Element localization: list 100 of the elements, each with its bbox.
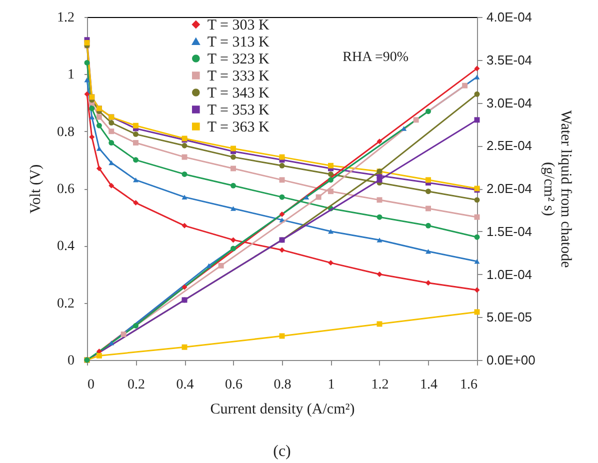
point — [474, 197, 480, 203]
point — [376, 238, 382, 242]
point — [426, 108, 431, 114]
point — [304, 194, 310, 200]
legend-label: T = 333 K — [207, 68, 270, 84]
point — [96, 166, 102, 172]
point — [376, 177, 382, 183]
point — [426, 188, 431, 194]
point — [474, 117, 480, 123]
x-tick-label: 0.6 — [225, 378, 242, 392]
y2-tick-label: 3.0E-04 — [486, 95, 532, 110]
point — [279, 247, 285, 253]
point — [401, 126, 407, 131]
point — [376, 197, 382, 203]
point — [96, 114, 102, 120]
point — [96, 352, 102, 358]
point — [474, 66, 480, 72]
y-tick-label: 0.2 — [57, 296, 74, 312]
y-tick-label: 1.2 — [57, 10, 74, 26]
point — [108, 340, 114, 346]
point — [376, 138, 382, 144]
x-tick-label: 1.4 — [420, 378, 438, 392]
legend-label: T = 313 K — [207, 34, 270, 50]
point — [133, 131, 138, 137]
y2-tick-label: 2.5E-04 — [486, 138, 532, 154]
point — [279, 177, 285, 183]
point — [474, 214, 480, 220]
y-tick-label: 0 — [68, 354, 74, 368]
point — [133, 322, 138, 328]
point — [426, 280, 431, 286]
text: (c) — [273, 443, 291, 460]
point — [108, 140, 114, 146]
point — [96, 146, 102, 151]
point — [108, 128, 114, 134]
point — [120, 332, 126, 338]
point — [426, 177, 431, 183]
point — [133, 178, 138, 182]
point — [426, 249, 431, 254]
point — [182, 171, 188, 177]
point — [182, 194, 188, 200]
point — [462, 82, 468, 88]
y2-tick-label: 1.0E-04 — [486, 266, 532, 282]
point — [328, 171, 334, 177]
x-tick-label: 0.4 — [176, 378, 194, 392]
point — [108, 182, 114, 188]
point — [426, 222, 431, 228]
point — [218, 262, 224, 268]
point — [474, 309, 480, 315]
point — [279, 194, 285, 200]
y2-tick-label: 3.5E-04 — [486, 52, 532, 68]
point — [182, 222, 188, 228]
point — [474, 287, 480, 293]
point — [328, 188, 334, 194]
point — [328, 229, 334, 234]
point — [426, 206, 431, 212]
x-axis-title: Current density (A/cm²) — [210, 402, 355, 418]
point — [413, 117, 419, 123]
y-tick-label: 0.6 — [57, 182, 74, 197]
x-tick-label: 1 — [328, 378, 335, 392]
point — [133, 122, 138, 128]
point — [89, 134, 95, 140]
y-axis-title: Volt (V) — [28, 164, 44, 214]
point — [316, 194, 322, 200]
annotation: RHA =90% — [342, 50, 409, 65]
point — [474, 234, 480, 240]
point — [84, 60, 90, 66]
point — [133, 157, 138, 163]
point — [376, 321, 382, 327]
point — [96, 122, 102, 128]
legend-label: T = 343 K — [207, 86, 270, 102]
point — [328, 260, 334, 266]
y2-tick-label: 0.0E+00 — [486, 352, 536, 368]
point — [84, 91, 90, 97]
point — [279, 154, 285, 160]
point — [328, 162, 334, 168]
x-tick-label: 0 — [88, 378, 94, 392]
legend-label: T = 303 K — [207, 18, 270, 34]
y-tick-label: 1 — [68, 68, 74, 83]
y2-tick-label: 5.0E-05 — [486, 310, 532, 325]
point — [328, 177, 334, 183]
point — [230, 182, 236, 188]
legend-label: T = 363 K — [207, 120, 270, 136]
point — [84, 78, 90, 82]
point — [230, 146, 236, 152]
point — [133, 200, 138, 206]
y2-tick-label: 1.5E-04 — [486, 224, 532, 239]
point — [230, 154, 236, 160]
point — [279, 162, 285, 168]
legend-label: T = 323 K — [207, 52, 270, 68]
legend-label: T = 353 K — [207, 102, 270, 118]
point — [182, 142, 188, 148]
x-tick-label: 1.6 — [460, 378, 478, 392]
point — [108, 160, 114, 166]
point — [89, 114, 95, 120]
point — [182, 344, 188, 350]
point — [376, 214, 382, 220]
point — [230, 166, 236, 172]
y2-tick-label: 2.0E-04 — [486, 181, 532, 196]
y2-tick-label: 4.0E-04 — [486, 10, 532, 24]
x-tick-label: 0.2 — [128, 378, 145, 392]
